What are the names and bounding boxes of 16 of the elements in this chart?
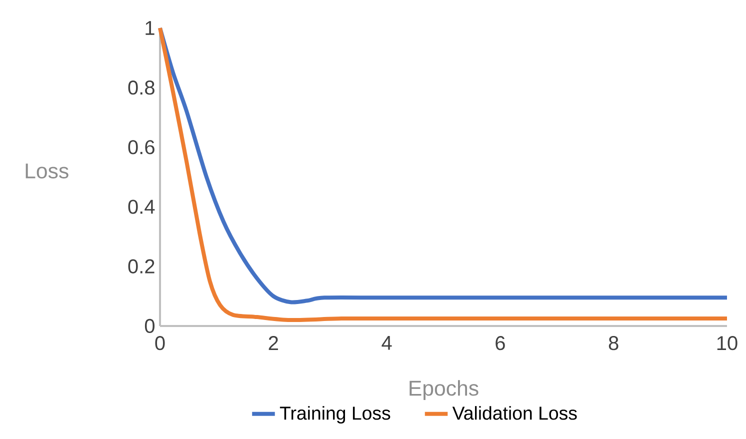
y-tick-label: 0.8 (128, 80, 154, 95)
x-axis-title: Epochs (410, 380, 478, 400)
y-tick-label: 0.2 (128, 259, 154, 274)
y-tick-label: 0.4 (128, 200, 155, 214)
x-tick-label: 0 (155, 336, 165, 350)
x-tick-label: 8 (608, 336, 618, 350)
x-tick-label: 4 (382, 336, 392, 350)
y-tick-label: 0.6 (128, 140, 154, 154)
x-tick-label: 2 (268, 336, 278, 350)
y-axis-title: Loss (26, 164, 68, 178)
legend-label: Validation Loss (452, 406, 577, 420)
x-tick-label: 6 (496, 336, 505, 350)
legend-label: Training Loss (280, 406, 390, 424)
y-tick-label: 1 (146, 21, 154, 35)
y-tick-label: 0 (144, 318, 155, 334)
x-tick-label: 10 (717, 336, 738, 350)
